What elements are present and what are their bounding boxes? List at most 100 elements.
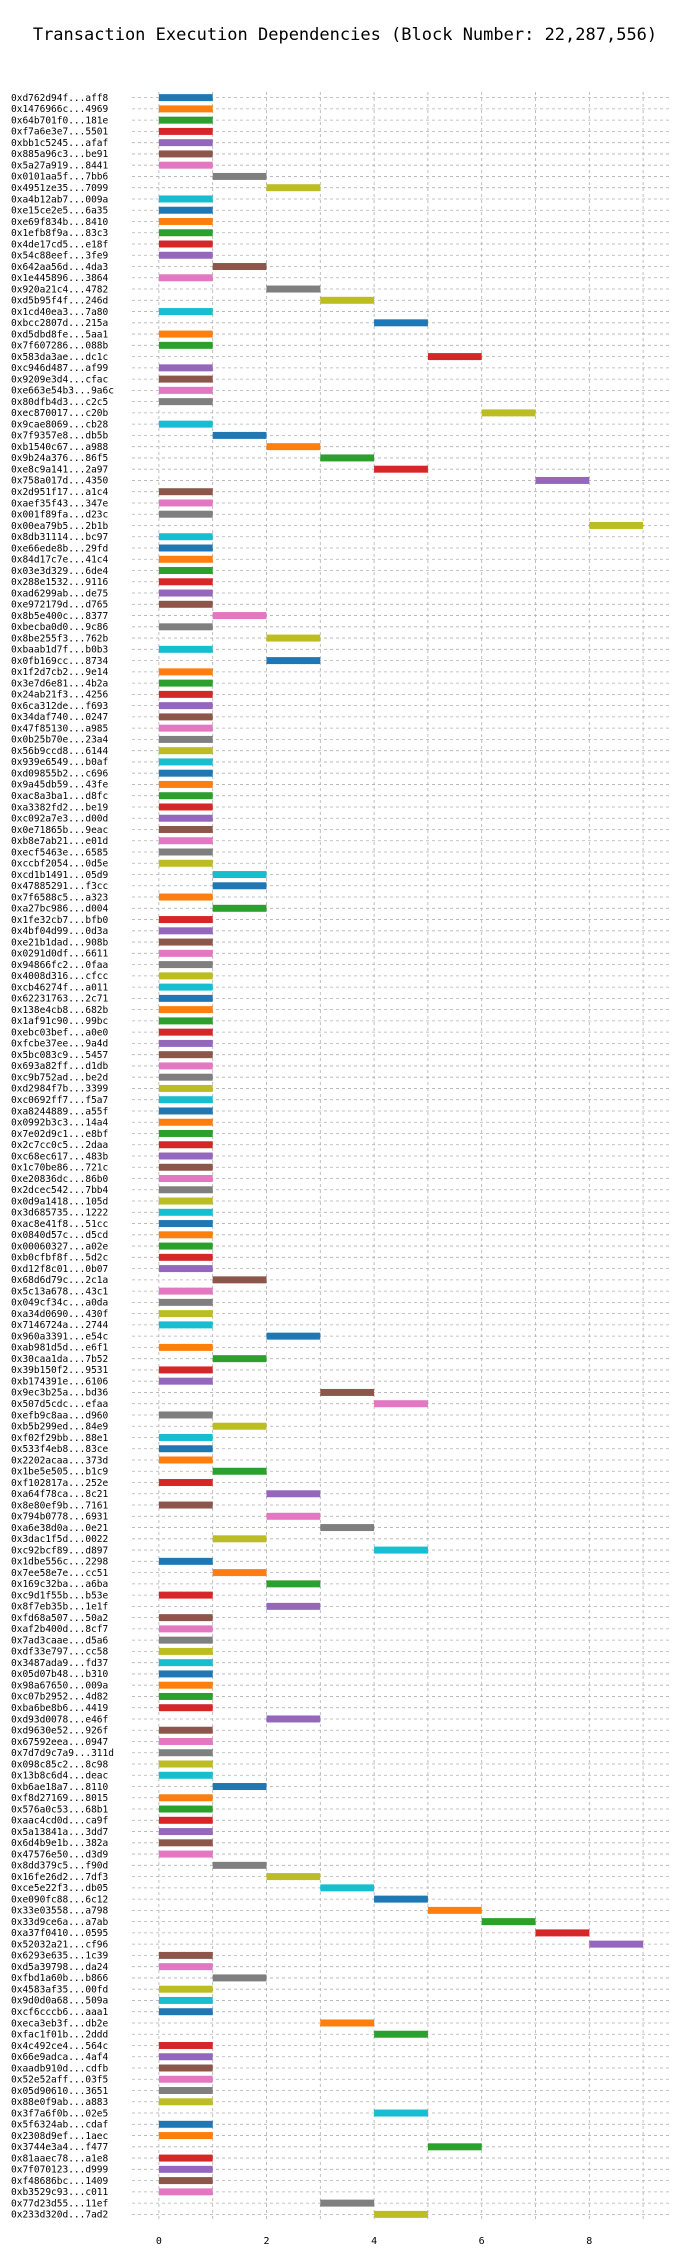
bar bbox=[158, 1433, 213, 1441]
y-tick-label: 0xf102817a...252e bbox=[11, 1478, 109, 1489]
bar bbox=[158, 2132, 213, 2140]
bar bbox=[158, 1017, 213, 1025]
bar bbox=[158, 2188, 213, 2196]
y-tick-label: 0xaef35f43...347e bbox=[11, 498, 109, 509]
y-tick-label: 0xdf33e797...cc58 bbox=[11, 1647, 109, 1658]
y-tick-label: 0xab981d5d...e6f1 bbox=[11, 1343, 109, 1354]
bar bbox=[212, 1467, 267, 1475]
bar bbox=[212, 263, 267, 271]
y-tick-label: 0xc92bcf89...d897 bbox=[11, 1545, 108, 1556]
y-tick-label: 0x049cf34c...a0da bbox=[11, 1298, 108, 1309]
y-tick-label: 0xb5b299ed...84e9 bbox=[11, 1422, 109, 1433]
y-tick-label: 0x47f85130...a985 bbox=[11, 723, 108, 734]
y-tick-label: 0x2308d9ef...1aec bbox=[11, 2131, 108, 2142]
bar bbox=[158, 1816, 213, 1824]
bar bbox=[158, 1287, 213, 1295]
x-tick-label: 0 bbox=[156, 2236, 162, 2247]
y-tick-label: 0xbecba0d0...9c86 bbox=[11, 622, 109, 633]
bar bbox=[158, 308, 213, 316]
bar bbox=[158, 217, 213, 225]
y-tick-label: 0x7146724a...2744 bbox=[11, 1320, 109, 1331]
bar bbox=[266, 1602, 321, 1610]
bar bbox=[212, 431, 267, 439]
bar bbox=[158, 1749, 213, 1757]
y-tick-label: 0x7f9357e8...db5b bbox=[11, 431, 109, 442]
y-tick-label: 0x33d9ce6a...a7ab bbox=[11, 1917, 109, 1928]
y-tick-label: 0xcf6cccb6...aaa1 bbox=[11, 2007, 109, 2018]
bar bbox=[158, 1039, 213, 1047]
x-tick-label: 8 bbox=[586, 2236, 592, 2247]
y-tick-label: 0xfd68a507...50a2 bbox=[11, 1613, 108, 1624]
y-tick-label: 0x03e3d329...6de4 bbox=[11, 566, 109, 577]
y-tick-label: 0x939e6549...b0af bbox=[11, 757, 108, 768]
bar bbox=[158, 735, 213, 743]
y-tick-label: 0xe69f834b...8410 bbox=[11, 217, 109, 228]
bar bbox=[158, 567, 213, 575]
y-tick-label: 0x9ec3b25a...bd36 bbox=[11, 1388, 109, 1399]
y-tick-label: 0xcb46274f...a011 bbox=[11, 982, 109, 993]
bar bbox=[158, 533, 213, 541]
bar bbox=[158, 2165, 213, 2173]
y-tick-label: 0x1fe32cb7...bfb0 bbox=[11, 915, 109, 926]
y-tick-label: 0xb0cfbf8f...5d2c bbox=[11, 1253, 108, 1264]
y-tick-label: 0xac8a3ba1...d8fc bbox=[11, 791, 108, 802]
bar bbox=[158, 758, 213, 766]
y-tick-label: 0x4de17cd5...e18f bbox=[11, 239, 108, 250]
bar bbox=[158, 555, 213, 563]
bar bbox=[266, 657, 321, 665]
y-tick-label: 0xf8d27169...8015 bbox=[11, 1793, 108, 1804]
bar bbox=[158, 398, 213, 406]
y-tick-label: 0xfac1f01b...2ddd bbox=[11, 2030, 108, 2041]
bar bbox=[535, 1929, 590, 1937]
bar bbox=[374, 1400, 428, 1408]
y-tick-label: 0x920a21c4...4782 bbox=[11, 284, 108, 295]
y-tick-label: 0x13b8c6d4...deac bbox=[11, 1771, 108, 1782]
bar bbox=[158, 1366, 213, 1374]
bar bbox=[266, 1332, 321, 1340]
bar bbox=[158, 1051, 213, 1059]
y-tick-label: 0x885a96c3...be91 bbox=[11, 149, 109, 160]
bar bbox=[212, 1974, 267, 1982]
bar bbox=[158, 837, 213, 845]
y-tick-label: 0x5bc083c9...5457 bbox=[11, 1050, 108, 1061]
y-tick-label: 0x0e71865b...9eac bbox=[11, 825, 108, 836]
y-tick-label: 0x00ea79b5...2b1b bbox=[11, 521, 109, 532]
y-tick-label: 0x7ad3caae...d5a6 bbox=[11, 1635, 109, 1646]
y-tick-label: 0x66e9adca...4af4 bbox=[11, 2052, 109, 2063]
bar bbox=[158, 589, 213, 597]
bar bbox=[266, 1512, 321, 1520]
bar bbox=[158, 364, 213, 372]
x-tick-label: 6 bbox=[479, 2236, 485, 2247]
y-tick-label: 0xcd1b1491...05d9 bbox=[11, 870, 109, 881]
bar bbox=[158, 1951, 213, 1959]
bar bbox=[158, 330, 213, 338]
bar bbox=[158, 1175, 213, 1183]
bar bbox=[158, 1163, 213, 1171]
bar bbox=[158, 1839, 213, 1847]
y-tick-label: 0xbcc2807d...215a bbox=[11, 318, 108, 329]
y-tick-label: 0x1be5e505...b1c9 bbox=[11, 1467, 109, 1478]
y-tick-label: 0xfcbe37ee...9a4d bbox=[11, 1039, 108, 1050]
y-tick-label: 0xa64f78ca...8c21 bbox=[11, 1489, 109, 1500]
y-tick-label: 0x84d17c7e...41c4 bbox=[11, 555, 109, 566]
y-tick-label: 0xf7a6e3e7...5501 bbox=[11, 127, 109, 138]
bar bbox=[320, 1524, 375, 1532]
y-tick-label: 0x9209e3d4...cfac bbox=[11, 374, 108, 385]
y-tick-label: 0xf48686bc...1409 bbox=[11, 2176, 109, 2187]
bar bbox=[158, 1152, 213, 1160]
y-tick-label: 0xb174391e...6106 bbox=[11, 1376, 109, 1387]
bar bbox=[158, 600, 213, 608]
y-tick-label: 0xc0692ff7...f5a7 bbox=[11, 1095, 108, 1106]
bar bbox=[158, 341, 213, 349]
bar bbox=[158, 1411, 213, 1419]
bar bbox=[158, 916, 213, 924]
bar bbox=[158, 1647, 213, 1655]
y-tick-label: 0x3d685735...1222 bbox=[11, 1208, 108, 1219]
bar bbox=[158, 1242, 213, 1250]
bar bbox=[158, 1726, 213, 1734]
y-tick-label: 0x0101aa5f...7bb6 bbox=[11, 172, 109, 183]
bar bbox=[158, 1220, 213, 1228]
y-tick-label: 0xbaab1d7f...b0b3 bbox=[11, 645, 108, 656]
bar bbox=[212, 1569, 267, 1577]
bar bbox=[158, 1591, 213, 1599]
